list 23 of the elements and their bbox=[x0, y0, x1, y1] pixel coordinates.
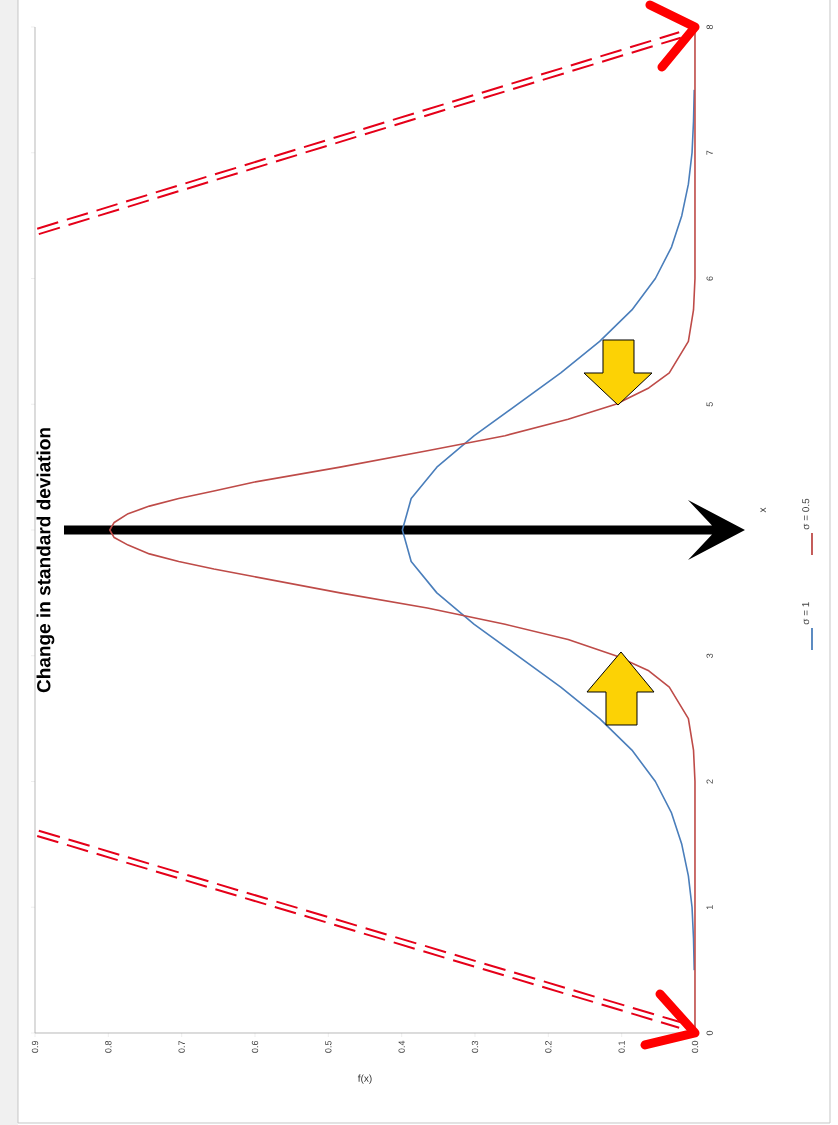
text: σ = 0.5 bbox=[802, 498, 810, 530]
text: σ = 1 bbox=[802, 602, 810, 625]
y-axis-title: x bbox=[760, 507, 766, 513]
x-tick-label: 0.7 bbox=[178, 1040, 185, 1053]
y-tick-label: 3 bbox=[706, 653, 713, 658]
y-tick-label: 1 bbox=[706, 905, 713, 910]
text: Change in standard deviation bbox=[36, 428, 55, 693]
y-tick-label: 5 bbox=[706, 402, 713, 407]
y-tick-label: 0 bbox=[706, 1030, 713, 1036]
y-tick-label: 2 bbox=[706, 779, 713, 784]
x-tick-label: 0.8 bbox=[105, 1040, 112, 1053]
y-tick-label: 8 bbox=[706, 24, 713, 30]
x-tick-label: 0.5 bbox=[325, 1040, 332, 1053]
x-tick-label: 0.2 bbox=[545, 1040, 552, 1053]
y-tick-label: 6 bbox=[706, 276, 713, 281]
x-tick-label: 0.1 bbox=[618, 1040, 625, 1053]
y-tick-label: 7 bbox=[706, 150, 713, 155]
x-tick-label: 0.0 bbox=[691, 1040, 699, 1053]
x-tick-label: 0.4 bbox=[398, 1040, 405, 1053]
x-tick-label: 0.3 bbox=[471, 1040, 479, 1053]
x-tick-label: 0.9 bbox=[31, 1040, 39, 1053]
x-axis-title: f(x) bbox=[357, 1074, 372, 1084]
x-tick-label: 0.6 bbox=[251, 1040, 259, 1053]
